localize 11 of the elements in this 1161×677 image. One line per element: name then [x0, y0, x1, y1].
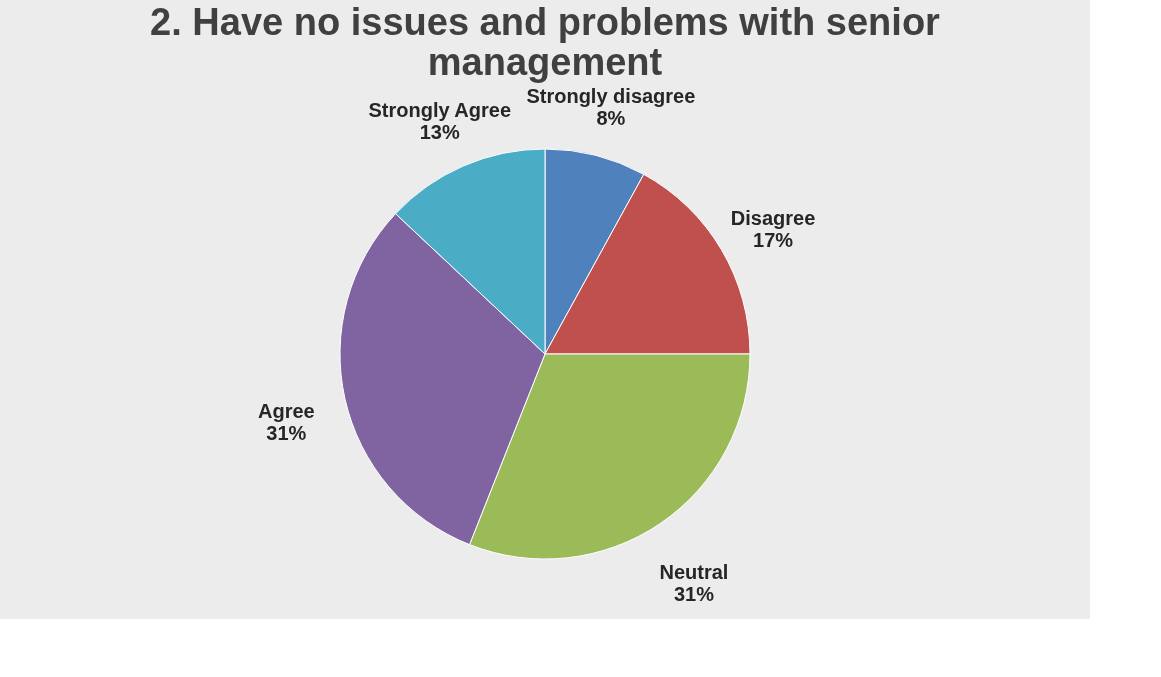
data-label: 31%	[266, 421, 307, 444]
slice-label: Disagree	[730, 207, 816, 230]
data-label: 17%	[753, 229, 794, 252]
data-label: 31%	[673, 583, 715, 606]
data-label: 8%	[596, 107, 626, 130]
chart-title: 2. Have no issues and problems with senior management	[150, 1, 941, 84]
slice-label: Neutral	[659, 561, 729, 584]
slice-label: Strongly disagree	[526, 85, 696, 108]
slice-label: Strongly Agree	[368, 98, 512, 121]
data-label: 13%	[419, 120, 460, 143]
slice-label: Agree	[258, 399, 315, 422]
